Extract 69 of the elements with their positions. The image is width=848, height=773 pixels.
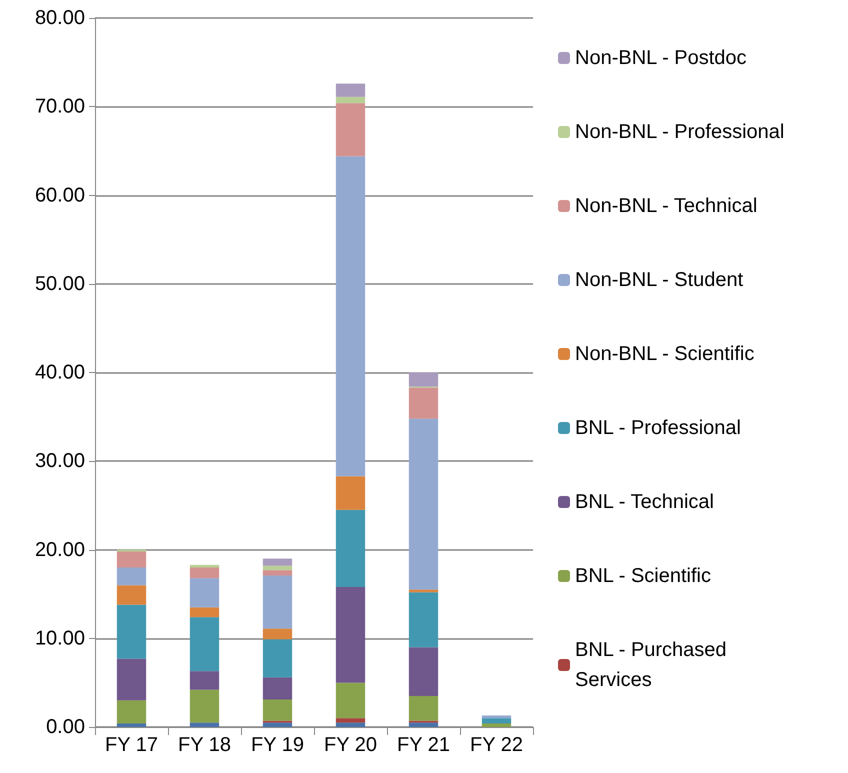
bar (408, 696, 438, 721)
bar (482, 723, 512, 727)
bar (116, 567, 146, 586)
y-tick-label: 20.00 (34, 538, 85, 561)
bar (336, 84, 366, 97)
bar (190, 567, 220, 578)
legend-label: BNL - Purchased Services (575, 639, 732, 691)
bar (116, 604, 146, 659)
bar (116, 723, 146, 727)
bar (262, 566, 292, 570)
bar (336, 586, 366, 683)
x-tick-label: FY 18 (178, 734, 231, 756)
y-tick-label: 10.00 (34, 627, 85, 650)
bar (408, 647, 438, 696)
bar (336, 722, 366, 727)
x-tick-label: FY 22 (470, 734, 523, 756)
y-tick-label: 0.00 (46, 716, 85, 738)
bar (336, 156, 366, 476)
y-tick-label: 80.00 (34, 7, 85, 29)
bar (408, 722, 438, 727)
bar (190, 722, 220, 727)
bar (190, 578, 220, 608)
bar (262, 677, 292, 700)
legend-label: Non-BNL - Professional (575, 121, 784, 143)
y-tick-label: 30.00 (34, 450, 85, 472)
x-tick-label: FY 20 (324, 734, 377, 756)
bar (190, 607, 220, 618)
bar (262, 722, 292, 727)
bar (336, 510, 366, 587)
bar (408, 372, 438, 387)
x-tick-label: FY 19 (251, 734, 304, 756)
bar (408, 590, 438, 592)
y-tick-label: 40.00 (34, 362, 85, 384)
bar (408, 592, 438, 648)
bar (408, 388, 438, 419)
legend-label: Non-BNL - Student (575, 269, 744, 291)
bar (336, 682, 366, 718)
bar (116, 585, 146, 605)
bar (116, 552, 146, 568)
legend-label: Non-BNL - Scientific (575, 343, 754, 365)
bar (482, 718, 512, 724)
bar (336, 476, 366, 510)
bar (190, 564, 220, 568)
legend-label: BNL - Technical (575, 491, 714, 513)
bar (482, 715, 512, 718)
x-tick-label: FY 21 (397, 734, 450, 756)
bar (262, 628, 292, 640)
bar (336, 718, 366, 723)
bar (336, 96, 366, 104)
bar (190, 671, 220, 690)
bar (262, 639, 292, 678)
legend-label: BNL - Professional (575, 417, 741, 439)
y-tick-label: 60.00 (34, 184, 85, 206)
bar (190, 690, 220, 723)
x-tick-label: FY 17 (105, 734, 158, 756)
y-tick-label: 50.00 (34, 272, 85, 295)
bar (262, 558, 292, 566)
legend-label: BNL - Scientific (575, 565, 711, 587)
y-tick-label: 70.00 (34, 96, 85, 118)
bar (408, 418, 438, 590)
bar (262, 570, 292, 576)
bar (336, 103, 366, 156)
bar (116, 658, 146, 700)
legend-label: Non-BNL - Postdoc (575, 47, 747, 69)
bar (262, 575, 292, 629)
legend-label: Non-BNL - Technical (575, 195, 758, 217)
bar (116, 700, 146, 724)
bar (190, 617, 220, 672)
bar (262, 700, 292, 721)
